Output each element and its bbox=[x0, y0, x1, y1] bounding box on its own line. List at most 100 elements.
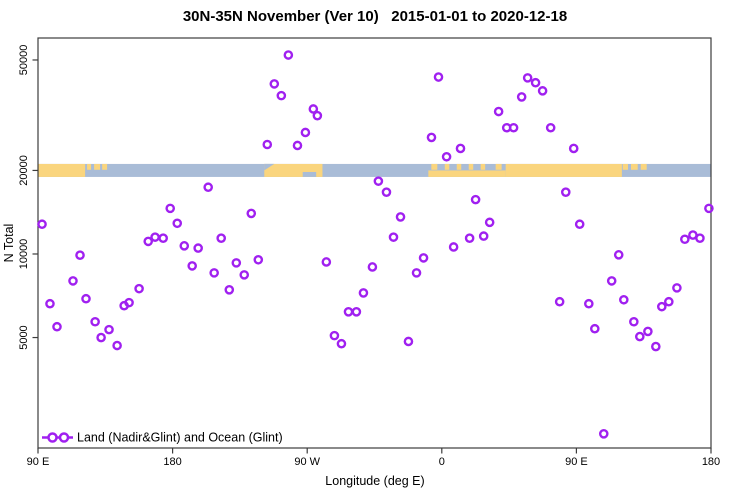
x-tick-label: 180 bbox=[163, 456, 181, 468]
data-point bbox=[276, 90, 287, 101]
data-point bbox=[96, 332, 106, 343]
data-point bbox=[90, 316, 100, 327]
data-point bbox=[643, 326, 653, 337]
data-point bbox=[574, 219, 585, 230]
data-point bbox=[239, 270, 250, 280]
data-point bbox=[672, 283, 682, 293]
map-strip-island bbox=[495, 163, 502, 170]
map-strip-island bbox=[431, 163, 438, 170]
data-point bbox=[530, 77, 541, 88]
data-point bbox=[336, 338, 347, 349]
data-point bbox=[455, 143, 466, 154]
data-point bbox=[464, 233, 475, 243]
data-point bbox=[560, 187, 571, 197]
data-point bbox=[589, 323, 600, 334]
map-strip-island bbox=[468, 163, 474, 170]
data-point bbox=[508, 122, 519, 133]
data-point bbox=[308, 104, 319, 114]
data-point bbox=[484, 217, 495, 228]
map-strip-island bbox=[94, 163, 101, 170]
data-point bbox=[554, 296, 565, 307]
data-point bbox=[448, 242, 459, 252]
data-point bbox=[619, 294, 629, 305]
data-point bbox=[68, 276, 78, 286]
data-point bbox=[411, 268, 422, 278]
data-point bbox=[598, 429, 609, 439]
y-tick-label: 5000 bbox=[18, 325, 30, 349]
map-strip-coast bbox=[302, 171, 317, 177]
map-strip-island bbox=[622, 163, 628, 170]
data-point bbox=[253, 254, 264, 265]
data-point bbox=[704, 203, 714, 214]
data-point bbox=[635, 331, 645, 342]
map-strip-island bbox=[456, 163, 462, 170]
data-point bbox=[568, 143, 579, 154]
data-point bbox=[441, 151, 452, 162]
data-point bbox=[150, 232, 160, 242]
data-point bbox=[321, 257, 332, 267]
data-point bbox=[124, 297, 134, 308]
data-point bbox=[134, 283, 144, 294]
data-point bbox=[312, 110, 323, 121]
data-point bbox=[629, 316, 639, 327]
legend-point-icon bbox=[47, 432, 58, 443]
data-point bbox=[493, 106, 504, 117]
data-point bbox=[651, 341, 661, 352]
data-point bbox=[367, 262, 378, 272]
data-points bbox=[37, 50, 714, 439]
map-strip-land bbox=[505, 163, 622, 177]
data-point bbox=[613, 250, 624, 260]
map-strip-land bbox=[38, 163, 86, 177]
map-strip-island bbox=[640, 163, 647, 170]
map-strip-island bbox=[444, 163, 450, 170]
data-point bbox=[516, 92, 527, 102]
map-strip-island bbox=[87, 163, 92, 170]
data-point bbox=[75, 250, 85, 261]
x-tick-label: 90 W bbox=[294, 456, 320, 468]
map-strip-coast bbox=[264, 163, 275, 171]
map-strip-island bbox=[102, 163, 108, 170]
data-point bbox=[231, 258, 242, 268]
x-tick-label: 0 bbox=[439, 456, 445, 468]
x-axis-title: Longitude (deg E) bbox=[325, 474, 425, 488]
data-point bbox=[37, 219, 47, 230]
data-point bbox=[470, 194, 481, 205]
data-point bbox=[373, 176, 384, 186]
data-point bbox=[656, 301, 667, 312]
data-point bbox=[381, 187, 392, 197]
map-strip-island bbox=[630, 163, 638, 170]
data-point bbox=[418, 253, 429, 263]
data-point bbox=[216, 233, 227, 243]
data-point bbox=[165, 203, 176, 214]
axes: 90 E 180 90 W 0 90 E 180 5000 10000 20000 50000 bbox=[18, 37, 720, 468]
data-point bbox=[388, 232, 399, 242]
data-point bbox=[104, 324, 114, 335]
y-axis-title: N Total bbox=[2, 224, 16, 263]
data-point bbox=[143, 236, 154, 247]
data-point bbox=[351, 307, 362, 317]
data-point bbox=[158, 233, 168, 243]
data-point bbox=[300, 127, 311, 138]
data-point bbox=[343, 307, 354, 317]
data-point bbox=[426, 132, 437, 143]
x-tick-label: 180 bbox=[702, 456, 720, 468]
data-point bbox=[522, 73, 533, 83]
y-tick-label: 20000 bbox=[18, 155, 30, 186]
plot-border bbox=[37, 37, 712, 449]
data-point bbox=[179, 241, 190, 251]
data-point bbox=[52, 321, 62, 332]
data-point bbox=[172, 218, 183, 229]
data-point bbox=[246, 208, 257, 219]
data-point bbox=[664, 296, 674, 307]
data-point bbox=[193, 243, 203, 253]
data-point bbox=[433, 72, 444, 82]
data-point bbox=[395, 212, 406, 222]
data-point bbox=[403, 336, 414, 347]
data-point bbox=[112, 340, 122, 351]
data-point bbox=[695, 233, 705, 243]
plot-title: 30N-35N November (Ver 10) 2015-01-01 to … bbox=[182, 8, 568, 25]
data-point bbox=[584, 298, 594, 309]
data-point bbox=[545, 122, 556, 133]
